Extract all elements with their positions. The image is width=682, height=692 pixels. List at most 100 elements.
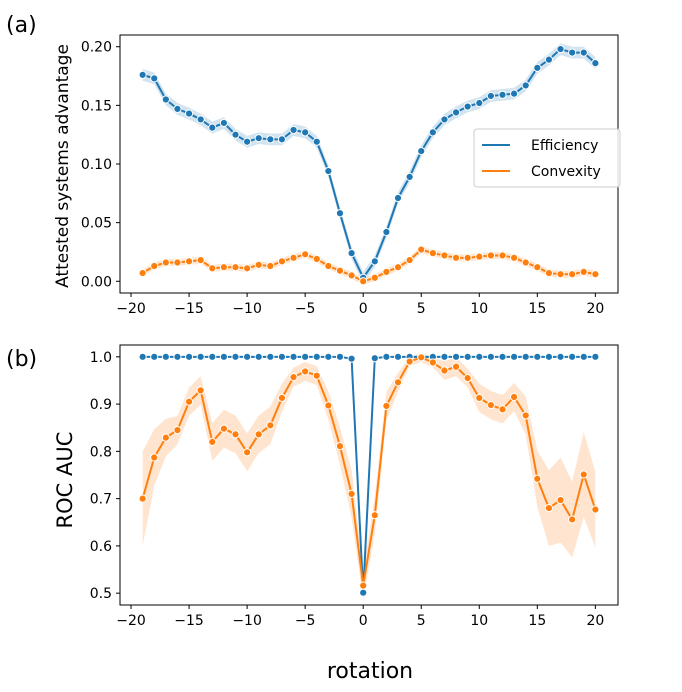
point-convexity-b [451, 362, 461, 371]
point-efficiency-b [277, 352, 287, 361]
point-efficiency-a [440, 115, 449, 124]
point-efficiency-a [591, 59, 600, 68]
point-convexity-a [463, 253, 472, 262]
point-efficiency-b [591, 352, 600, 361]
y-tick-label-a: 0.20 [81, 40, 112, 56]
legend-label-convexity: Convexity [531, 164, 601, 180]
point-convexity-b [324, 401, 333, 410]
y-tick-label-b: 1.0 [90, 350, 112, 366]
series-line-convexity-b [141, 356, 597, 587]
x-tick-label-b: 5 [417, 613, 426, 629]
x-tick-label-a: 10 [470, 301, 488, 317]
point-efficiency-b [219, 352, 228, 361]
point-efficiency-b [312, 352, 321, 361]
panel-b: (b) ROC AUC rotation −20 −15 −10 −5 0 5 10 15 20… [6, 344, 619, 684]
legend: Efficiency Convexity [473, 128, 621, 188]
point-efficiency-b [301, 352, 310, 361]
point-convexity-a [289, 253, 298, 262]
point-efficiency-b [533, 352, 542, 361]
x-tick-label-a: 20 [586, 301, 604, 317]
x-tick-label-b: 15 [528, 613, 546, 629]
point-efficiency-a [451, 108, 461, 117]
point-efficiency-b [521, 352, 530, 361]
point-efficiency-b [173, 352, 182, 361]
point-convexity-b [521, 411, 530, 420]
point-convexity-b [568, 515, 577, 524]
point-efficiency-b [463, 352, 472, 361]
point-convexity-a [579, 267, 588, 276]
point-efficiency-b [556, 352, 565, 361]
point-efficiency-a [243, 137, 252, 146]
point-efficiency-b [393, 352, 403, 361]
point-efficiency-b [208, 352, 217, 361]
point-efficiency-a [161, 95, 170, 104]
point-efficiency-b [347, 354, 356, 363]
point-efficiency-b [254, 352, 263, 361]
point-convexity-a [184, 257, 194, 266]
point-efficiency-a [219, 118, 228, 128]
point-convexity-b [417, 353, 426, 362]
point-efficiency-a [289, 125, 298, 135]
point-efficiency-a [231, 130, 240, 139]
point-convexity-a [208, 264, 217, 273]
point-convexity-b [231, 430, 240, 439]
x-tick-label-a: −20 [116, 301, 146, 317]
point-efficiency-b [370, 354, 379, 363]
point-convexity-b [463, 373, 472, 383]
y-tick-label-a: 0.10 [81, 157, 112, 173]
point-efficiency-a [277, 135, 287, 144]
x-tick-label-a: 0 [359, 301, 368, 317]
point-convexity-b [243, 448, 252, 457]
point-convexity-b [359, 581, 368, 590]
point-efficiency-b [359, 588, 368, 597]
point-efficiency-a [498, 90, 507, 99]
point-efficiency-b [498, 352, 507, 361]
point-efficiency-b [138, 352, 147, 361]
point-convexity-a [150, 261, 159, 271]
x-tick-label-a: 5 [417, 301, 426, 317]
point-efficiency-a [556, 44, 565, 54]
point-convexity-a [568, 270, 577, 279]
x-tick-label-b: −10 [232, 613, 262, 629]
point-efficiency-a [568, 48, 577, 57]
point-efficiency-a [196, 115, 205, 124]
point-efficiency-a [173, 104, 182, 113]
point-efficiency-a [417, 147, 426, 156]
x-tick-label-a: 15 [528, 301, 546, 317]
point-convexity-a [301, 250, 310, 259]
point-convexity-b [173, 425, 182, 435]
point-efficiency-b [231, 352, 240, 361]
point-convexity-a [417, 245, 426, 254]
point-convexity-a [347, 271, 356, 280]
point-efficiency-a [301, 128, 310, 137]
point-convexity-b [440, 366, 449, 375]
point-convexity-b [509, 392, 519, 402]
point-convexity-a [544, 268, 554, 278]
point-convexity-a [486, 251, 495, 260]
point-efficiency-a [579, 48, 588, 57]
point-efficiency-a [428, 128, 437, 137]
point-efficiency-a [138, 70, 147, 79]
y-axis-label-b: ROC AUC [53, 432, 77, 529]
point-efficiency-a [150, 74, 159, 83]
point-convexity-a [428, 249, 437, 258]
point-convexity-a [498, 251, 507, 260]
legend-box [473, 128, 621, 188]
series-line-convexity-a [142, 248, 596, 283]
point-convexity-b [289, 373, 298, 382]
point-convexity-a [254, 260, 263, 269]
point-efficiency-b [266, 352, 275, 361]
point-efficiency-a [335, 209, 345, 218]
point-convexity-b [498, 405, 507, 414]
legend-label-efficiency: Efficiency [531, 138, 598, 154]
point-convexity-b [486, 400, 495, 410]
point-convexity-b [382, 401, 391, 411]
point-efficiency-a [544, 55, 554, 64]
point-efficiency-b [509, 352, 519, 361]
point-efficiency-b [568, 352, 577, 361]
point-convexity-a [556, 270, 565, 279]
y-tick-label-a: 0.00 [81, 274, 112, 290]
point-efficiency-a [184, 109, 194, 118]
y-tick-label-b: 0.9 [90, 397, 112, 413]
